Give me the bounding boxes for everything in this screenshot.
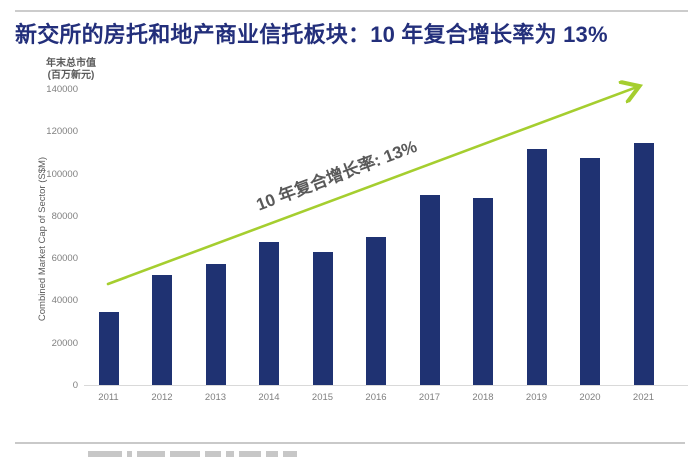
bar-2013 xyxy=(205,264,226,385)
y-tick-label: 80000 xyxy=(51,210,78,222)
bar-2012 xyxy=(152,275,172,385)
x-tick-label-2014: 2014 xyxy=(258,392,280,403)
bar-2011 xyxy=(98,312,119,385)
y-tick-label: 100000 xyxy=(46,168,78,180)
bar-2019 xyxy=(526,149,547,385)
bar-2015 xyxy=(312,251,333,385)
bar-2020 xyxy=(580,157,600,385)
bar-2018 xyxy=(473,197,493,385)
x-tick-label-2015: 2015 xyxy=(311,392,334,403)
y-tick-label: 0 xyxy=(72,380,78,391)
x-tick-label-2018: 2018 xyxy=(472,392,494,403)
top-divider xyxy=(15,10,688,12)
x-tick-label-2021: 2021 xyxy=(632,392,655,403)
x-axis-line xyxy=(84,385,688,386)
x-tick-label-2017: 2017 xyxy=(418,392,441,403)
bar-2017 xyxy=(419,194,440,385)
bar-2021 xyxy=(633,142,654,385)
bar-2014 xyxy=(259,242,279,385)
x-tick-label-2012: 2012 xyxy=(151,392,173,403)
cagr-annotation: 10 年复合增长率: 13% xyxy=(253,136,420,215)
y-axis-header: 年末总市值 (百万新元) xyxy=(28,58,114,82)
page-title: 新交所的房托和地产商业信托板块：10 年复合增长率为 13% xyxy=(15,22,608,47)
y-axis-header-line2: (百万新元) xyxy=(47,70,95,81)
y-tick-label: 140000 xyxy=(46,84,78,95)
x-tick-label-2013: 2013 xyxy=(204,392,227,403)
y-tick-label: 40000 xyxy=(51,295,78,307)
y-tick-label: 60000 xyxy=(51,253,78,265)
bar-2016 xyxy=(366,237,386,385)
x-tick-label-2016: 2016 xyxy=(365,392,387,403)
y-axis-header-line1: 年末总市值 xyxy=(46,58,96,69)
y-tick-label: 120000 xyxy=(46,126,78,138)
x-tick-label-2019: 2019 xyxy=(525,392,548,403)
bottom-divider xyxy=(15,442,685,444)
x-tick-label-2020: 2020 xyxy=(579,392,601,403)
clipped-footnote xyxy=(88,451,297,457)
y-tick-label: 20000 xyxy=(51,337,78,349)
x-tick-label-2011: 2011 xyxy=(98,392,119,403)
